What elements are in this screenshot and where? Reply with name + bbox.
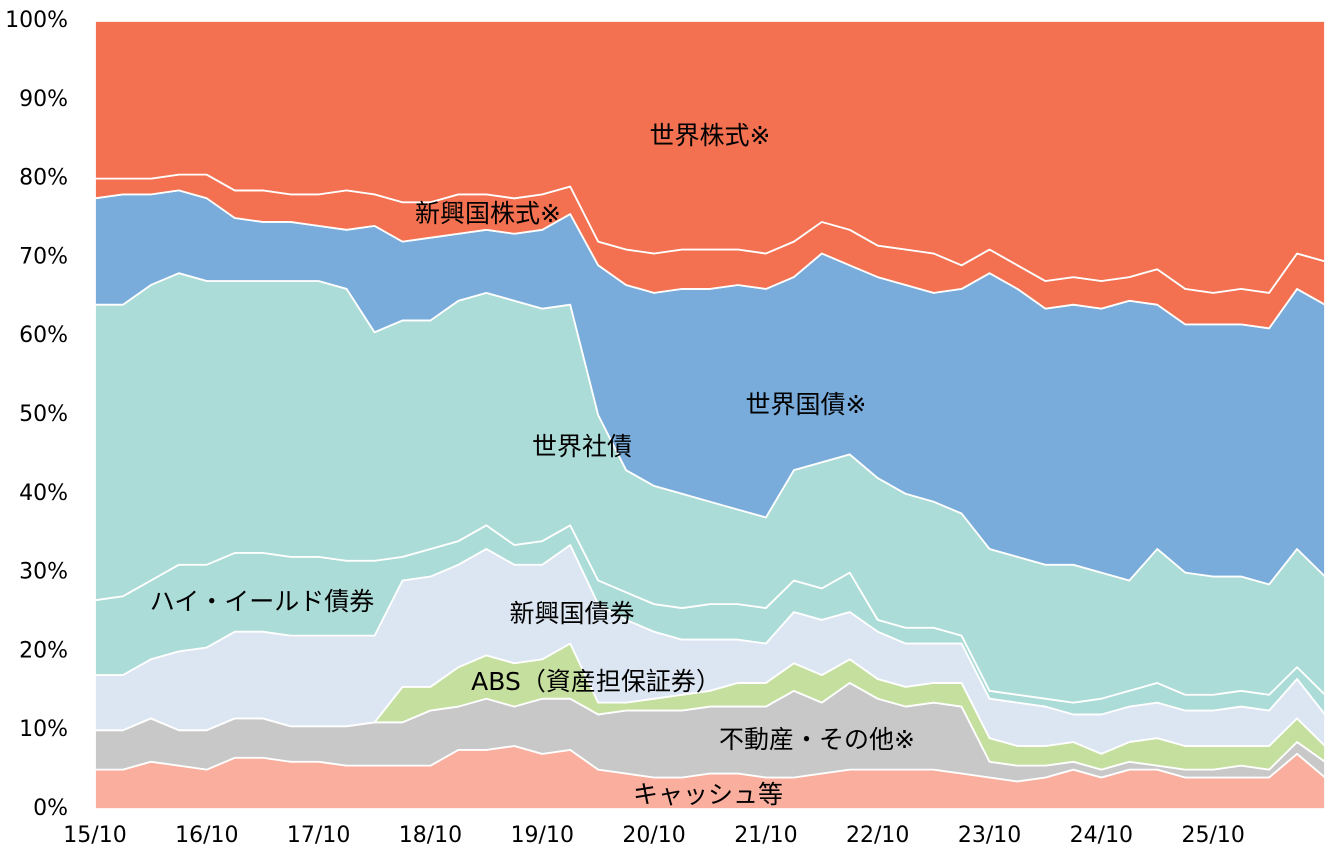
y-tick-label: 0%: [33, 796, 68, 821]
x-tick-label: 18/10: [399, 823, 462, 848]
y-tick-label: 60%: [19, 323, 68, 348]
area-label: 新興国債券: [509, 599, 634, 628]
area-label: 世界社債: [532, 432, 632, 461]
area-label: 世界国債※: [746, 390, 867, 419]
y-tick-label: 100%: [5, 8, 68, 33]
area-label: 不動産・その他※: [719, 725, 915, 754]
x-tick-label: 19/10: [511, 823, 574, 848]
y-tick-label: 80%: [19, 166, 68, 191]
x-tick-label: 20/10: [622, 823, 685, 848]
x-tick-label: 21/10: [734, 823, 797, 848]
y-tick-label: 70%: [19, 244, 68, 269]
area-label: 世界株式※: [650, 121, 771, 150]
areas: [94, 20, 1326, 810]
y-tick-label: 50%: [19, 402, 68, 427]
x-tick-label: 16/10: [175, 823, 238, 848]
area: [94, 20, 1326, 294]
x-tick-label: 23/10: [958, 823, 1021, 848]
y-tick-label: 30%: [19, 560, 68, 585]
y-tick-label: 10%: [19, 717, 68, 742]
y-tick-label: 40%: [19, 481, 68, 506]
area-label: 新興国株式※: [415, 199, 561, 228]
area-label: ABS（資産担保証券）: [471, 667, 721, 696]
x-tick-label: 15/10: [63, 823, 126, 848]
y-tick-label: 20%: [19, 638, 68, 663]
x-tick-label: 24/10: [1070, 823, 1133, 848]
x-tick-label: 22/10: [846, 823, 909, 848]
y-tick-label: 90%: [19, 87, 68, 112]
x-tick-label: 25/10: [1181, 823, 1244, 848]
area-label: キャッシュ等: [633, 780, 783, 809]
area-label: ハイ・イールド債券: [150, 587, 375, 616]
x-tick-label: 17/10: [287, 823, 350, 848]
